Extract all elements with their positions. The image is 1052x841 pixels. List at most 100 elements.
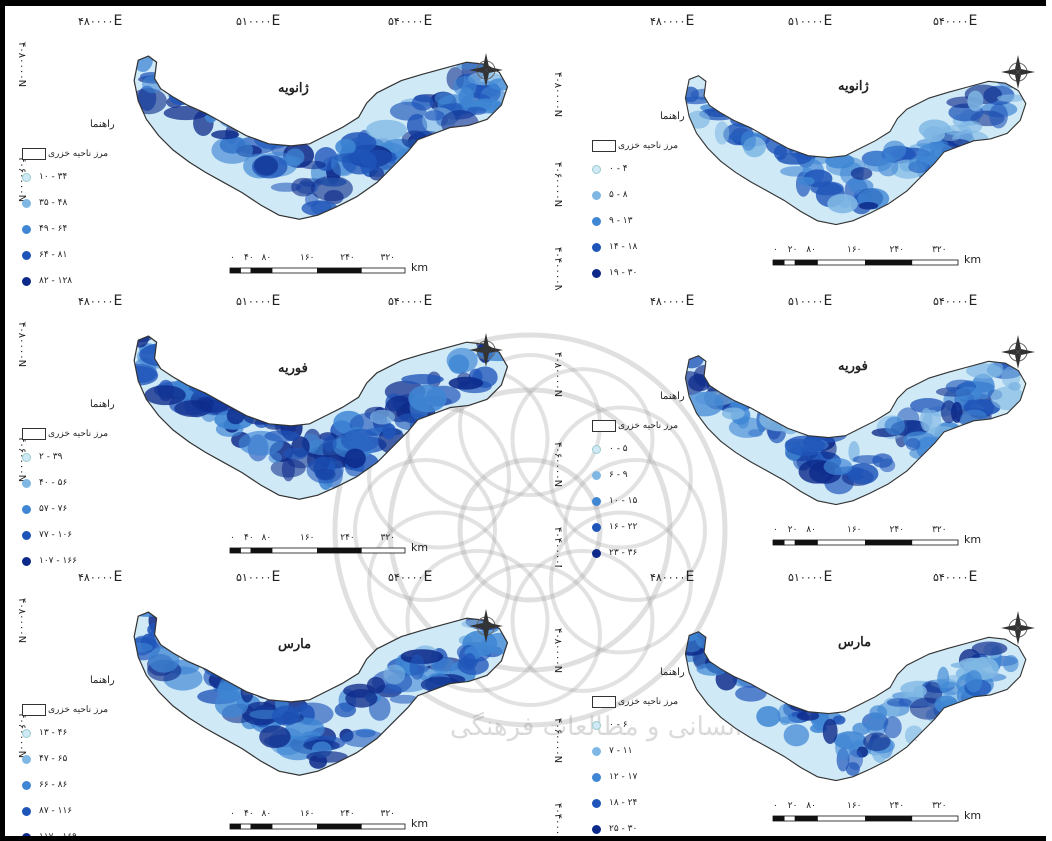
panel-march-left: ۴۸۰۰۰۰E ۵۱۰۰۰۰E ۵۴۰۰۰۰E ۴۰۸۰۰۰۰N ۴۰۶۰۰۰۰N مار… xyxy=(8,568,518,836)
easting-value: ۵۴۰۰۰۰ xyxy=(388,295,424,308)
legend-item: ۱۱۷ - ۱۶۹ xyxy=(22,832,77,836)
boundary-swatch xyxy=(592,420,616,432)
easting-value: ۵۴۰۰۰۰ xyxy=(933,571,969,584)
month-title: فوریه xyxy=(838,359,868,374)
legend-range: ۷ - ۱۱ xyxy=(609,746,633,756)
legend-item: ۸۲ - ۱۲۸ xyxy=(22,276,72,286)
legend-swatch xyxy=(22,504,31,514)
legend-range: ۷۷ - ۱۰۶ xyxy=(39,530,73,540)
legend-range: ۱۱۷ - ۱۶۹ xyxy=(39,832,77,836)
easting-value: ۴۸۰۰۰۰ xyxy=(650,295,686,308)
scale-tick-label: ۰ xyxy=(230,809,235,819)
legend-item: ۱۶ - ۲۲ xyxy=(592,522,637,532)
scale-tick-label: ۸۰ xyxy=(806,245,816,255)
north-arrow-icon xyxy=(469,333,503,367)
northing-label: ۴۰۸۰۰۰۰N xyxy=(16,322,27,369)
legend-item: ۲۳ - ۳۶ xyxy=(592,548,637,558)
legend-range: ۹ - ۱۳ xyxy=(609,216,633,226)
legend-range: ۴۷ - ۶۵ xyxy=(39,754,68,764)
boundary-label: مرز ناحیه خزری xyxy=(48,429,109,439)
easting-label: ۴۸۰۰۰۰E xyxy=(78,570,123,584)
easting-label: ۵۴۰۰۰۰E xyxy=(388,14,433,28)
easting-value: ۵۴۰۰۰۰ xyxy=(933,15,969,28)
easting-suffix: E xyxy=(968,13,978,29)
legend-range: ۶۴ - ۸۱ xyxy=(39,250,68,260)
easting-suffix: E xyxy=(271,569,281,585)
legend-item: ۵۷ - ۷۶ xyxy=(22,504,67,514)
boundary-swatch xyxy=(22,148,46,160)
legend-swatch xyxy=(22,780,31,790)
scale-tick-label: ۴۰ xyxy=(244,809,254,819)
caspian-boundary-outline xyxy=(133,335,509,500)
legend-swatch xyxy=(22,754,31,764)
legend-item: ۴۹ - ۶۴ xyxy=(22,224,67,234)
legend-boundary-row: مرز ناحیه خزری xyxy=(22,704,108,716)
legend-item: ۴۷ - ۶۵ xyxy=(22,754,67,764)
panel-map xyxy=(684,611,1035,822)
scale-bar xyxy=(229,267,406,274)
legend-range: ۱۴ - ۱۸ xyxy=(609,242,638,252)
legend-swatch xyxy=(592,720,601,730)
legend-swatch xyxy=(592,268,601,278)
legend-swatch xyxy=(592,772,601,782)
legend-range: ۱۳ - ۴۶ xyxy=(39,728,68,738)
legend-swatch xyxy=(22,556,31,566)
legend-item: ۷۷ - ۱۰۶ xyxy=(22,530,72,540)
scale-tick-label: ۰ xyxy=(773,245,778,255)
legend-swatch xyxy=(22,172,31,182)
legend-item: ۰ - ۴ xyxy=(592,164,628,174)
legend-item: ۹ - ۱۳ xyxy=(592,216,632,226)
panel-february-left: ۴۸۰۰۰۰E ۵۱۰۰۰۰E ۵۴۰۰۰۰E ۴۰۸۰۰۰۰N ۴۰۶۰۰۰۰N فور… xyxy=(8,292,518,567)
legend-swatch xyxy=(22,806,31,816)
northing-label: ۴۰۸۰۰۰۰N xyxy=(552,72,563,119)
easting-label: ۵۴۰۰۰۰E xyxy=(933,14,978,28)
legend-range: ۲۳ - ۳۶ xyxy=(609,548,638,558)
scale-tick-label: ۱۶۰ xyxy=(300,809,315,819)
region-map xyxy=(133,335,509,500)
legend-boundary-row: مرز ناحیه خزری xyxy=(592,420,678,432)
legend-swatch xyxy=(592,216,601,226)
easting-suffix: E xyxy=(113,293,123,309)
easting-value: ۴۸۰۰۰۰ xyxy=(78,571,114,584)
region-map xyxy=(133,611,509,776)
legend-item: ۲ - ۳۹ xyxy=(22,452,62,462)
easting-label: ۵۴۰۰۰۰E xyxy=(388,294,433,308)
scale-tick-label: ۳۲۰ xyxy=(380,253,396,263)
easting-label: ۵۴۰۰۰۰E xyxy=(388,570,433,584)
boundary-label: مرز ناحیه خزری xyxy=(48,149,109,159)
easting-suffix: E xyxy=(823,569,833,585)
scale-tick-label: ۳۲۰ xyxy=(932,801,947,811)
scale-unit: km xyxy=(964,533,982,546)
legend-range: ۸۲ - ۱۲۸ xyxy=(39,276,73,286)
easting-value: ۴۸۰۰۰۰ xyxy=(650,15,686,28)
legend-swatch xyxy=(22,224,31,234)
legend-item: ۱۹ - ۳۰ xyxy=(592,268,637,278)
scale-unit: km xyxy=(411,541,429,554)
legend-swatch xyxy=(22,728,31,738)
panel-march-right: ۴۸۰۰۰۰E ۵۱۰۰۰۰E ۵۴۰۰۰۰E ۴۰۸۰۰۰۰N ۴۰۶۰۰۰۰N ۴۰۴… xyxy=(548,568,1048,836)
legend-swatch xyxy=(592,522,601,532)
scale-tick-label: ۰ xyxy=(230,253,235,263)
easting-label: ۴۸۰۰۰۰E xyxy=(650,294,695,308)
easting-label: ۵۱۰۰۰۰E xyxy=(788,294,833,308)
legend-boundary-row: مرز ناحیه خزری xyxy=(22,428,108,440)
scale-tick-label: ۱۶۰ xyxy=(847,525,862,535)
legend-swatch xyxy=(22,530,31,540)
legend-range: ۶ - ۹ xyxy=(609,470,628,480)
northing-label: ۴۰۸۰۰۰۰N xyxy=(552,352,563,399)
easting-label: ۴۸۰۰۰۰E xyxy=(78,294,123,308)
legend-item: ۱۳ - ۴۶ xyxy=(22,728,67,738)
easting-suffix: E xyxy=(685,569,695,585)
scale-unit: km xyxy=(964,253,982,266)
legend-range: ۱۲ - ۱۷ xyxy=(609,772,638,782)
month-title: ژانویه xyxy=(278,81,309,96)
legend-title: راهنما xyxy=(660,391,685,402)
easting-label: ۵۴۰۰۰۰E xyxy=(933,570,978,584)
easting-label: ۵۱۰۰۰۰E xyxy=(788,14,833,28)
month-title: فوریه xyxy=(278,361,308,376)
legend-swatch xyxy=(22,452,31,462)
panel-february-right: ۴۸۰۰۰۰E ۵۱۰۰۰۰E ۵۴۰۰۰۰E ۴۰۸۰۰۰۰N ۴۰۶۰۰۰۰N ۴۰۴… xyxy=(548,292,1048,567)
legend-swatch xyxy=(592,548,601,558)
legend-range: ۵۷ - ۷۶ xyxy=(39,504,68,514)
easting-suffix: E xyxy=(968,293,978,309)
